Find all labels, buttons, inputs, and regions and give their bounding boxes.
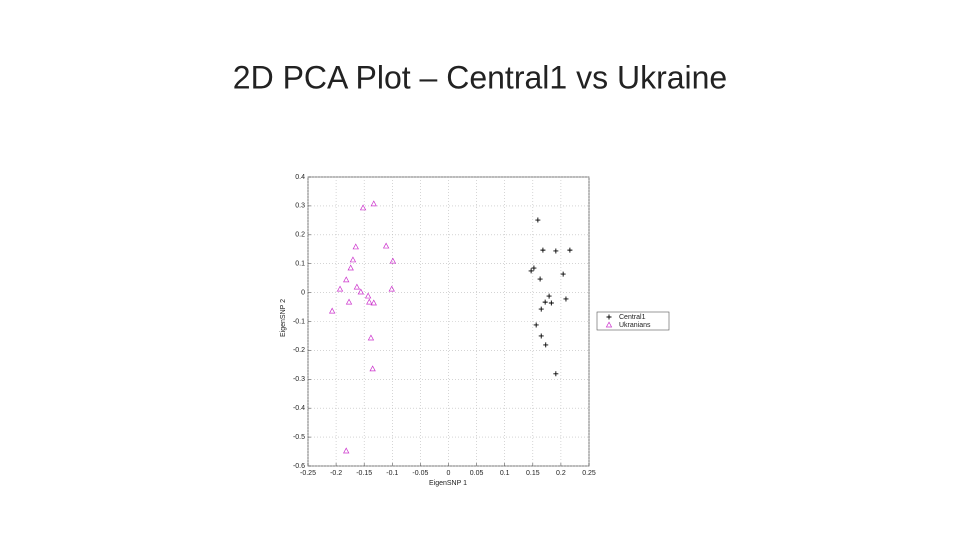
point bbox=[537, 276, 543, 282]
point bbox=[528, 268, 534, 274]
y-tick-label: 0.4 bbox=[295, 174, 305, 181]
y-tick-label: 0 bbox=[301, 289, 305, 296]
x-tick-label: 0.2 bbox=[556, 470, 566, 477]
point bbox=[531, 265, 537, 271]
y-tick-label: -0.1 bbox=[293, 318, 305, 325]
point bbox=[353, 283, 361, 290]
x-tick-label: -0.2 bbox=[330, 470, 342, 477]
point bbox=[370, 299, 377, 306]
point bbox=[343, 276, 350, 283]
point bbox=[369, 365, 376, 372]
x-tick-label: -0.05 bbox=[412, 470, 428, 477]
legend-marker bbox=[605, 321, 613, 328]
point bbox=[546, 293, 552, 299]
chart-title: 2D PCA Plot – Central1 vs Ukraine bbox=[233, 59, 727, 95]
y-tick-label: 0.1 bbox=[295, 261, 305, 268]
x-tick-label: -0.15 bbox=[356, 470, 372, 477]
y-tick-label: -0.5 bbox=[293, 434, 305, 441]
point bbox=[328, 307, 336, 314]
point bbox=[567, 247, 573, 253]
point bbox=[357, 288, 365, 295]
x-tick-label: 0.15 bbox=[526, 470, 540, 477]
x-tick-label: 0 bbox=[447, 470, 451, 477]
point bbox=[370, 200, 377, 207]
y-tick-label: -0.6 bbox=[293, 463, 305, 470]
point bbox=[347, 264, 354, 271]
point bbox=[533, 322, 539, 328]
point bbox=[367, 334, 375, 341]
x-tick-label: -0.25 bbox=[300, 470, 316, 477]
y-tick-label: -0.4 bbox=[293, 405, 305, 412]
point bbox=[560, 271, 566, 277]
y-tick-label: -0.3 bbox=[293, 376, 305, 383]
point bbox=[366, 298, 373, 305]
point bbox=[343, 447, 350, 454]
legend-box bbox=[596, 311, 670, 331]
point bbox=[336, 285, 344, 292]
x-tick-label: 0.05 bbox=[470, 470, 484, 477]
legend-label: Central1 bbox=[619, 314, 646, 321]
point bbox=[388, 285, 395, 292]
point bbox=[352, 243, 359, 250]
y-tick-label: -0.2 bbox=[293, 347, 305, 354]
y-tick-label: 0.2 bbox=[295, 232, 305, 239]
legend-marker bbox=[606, 314, 612, 320]
point bbox=[389, 257, 397, 264]
point bbox=[540, 247, 546, 253]
x-tick-label: 0.1 bbox=[500, 470, 510, 477]
point bbox=[364, 292, 372, 299]
point bbox=[548, 300, 554, 306]
point bbox=[349, 256, 357, 263]
point bbox=[535, 217, 541, 223]
point bbox=[345, 298, 353, 305]
y-axis-label: EigenSNP 2 bbox=[280, 299, 287, 337]
point bbox=[553, 248, 559, 254]
point bbox=[382, 242, 390, 249]
point bbox=[538, 333, 544, 339]
x-tick-label: -0.1 bbox=[386, 470, 398, 477]
point bbox=[563, 296, 569, 302]
point bbox=[542, 299, 548, 305]
point bbox=[538, 306, 544, 312]
point bbox=[543, 342, 549, 348]
legend-label: Ukranians bbox=[619, 322, 651, 329]
x-axis-label: EigenSNP 1 bbox=[429, 480, 467, 487]
x-tick-label: 0.25 bbox=[582, 470, 596, 477]
point bbox=[359, 204, 367, 211]
y-tick-label: 0.3 bbox=[295, 203, 305, 210]
point bbox=[553, 371, 559, 377]
